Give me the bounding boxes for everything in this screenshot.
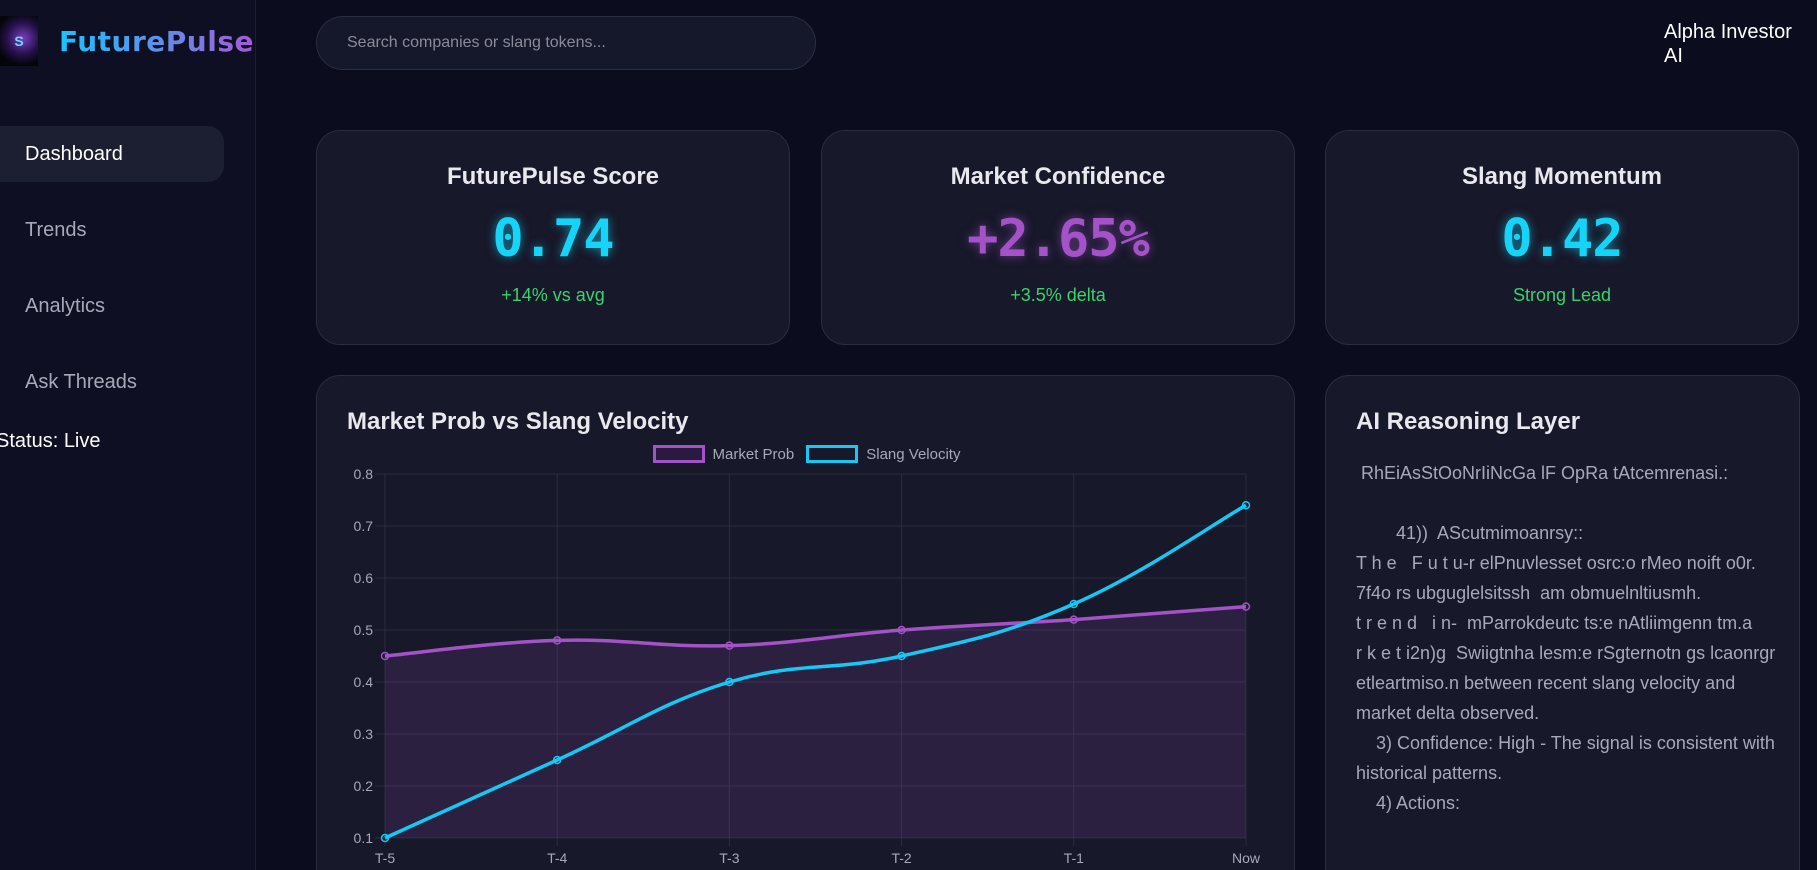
- stat-card-market-confidence: Market Confidence +2.65% +3.5% delta: [821, 130, 1295, 345]
- sidebar-item-ask-threads[interactable]: Ask Threads: [25, 370, 137, 393]
- stat-title: Slang Momentum: [1461, 163, 1662, 190]
- search-input[interactable]: [316, 16, 816, 70]
- series-line-slang-velocity: [384, 503, 1247, 840]
- data-point: [380, 833, 390, 843]
- sidebar-item-analytics[interactable]: Analytics: [25, 294, 106, 317]
- stat-subtext: +14% vs avg: [501, 285, 605, 305]
- data-point: [897, 651, 906, 661]
- stat-subtext: +3.5% delta: [1010, 285, 1106, 305]
- data-point: [1069, 615, 1079, 624]
- data-point: [897, 625, 906, 635]
- line-chart: 0.1 0.2 0.3 0.4 0.5 0.6 0.7 0.8 T-5 T-4 T-3 T-2 T-1 N…: [354, 466, 1261, 866]
- y-tick-label: 0.3: [354, 726, 374, 742]
- stat-value: 0.74: [492, 209, 614, 269]
- series-line-market-prob: [384, 604, 1247, 658]
- stat-value: 0.42: [1501, 209, 1623, 269]
- data-point: [552, 636, 562, 645]
- logo-icon: S: [0, 16, 38, 66]
- y-tick-label: 0.6: [354, 570, 374, 586]
- stat-title: Market Confidence: [950, 163, 1166, 190]
- data-point: [380, 651, 390, 661]
- y-tick-label: 0.2: [354, 778, 374, 794]
- logo-glyph: S: [14, 33, 24, 49]
- data-point: [1241, 602, 1251, 611]
- brand-name: FuturePulse: [59, 24, 254, 58]
- chart-card: Market Prob vs Slang Velocity Market Pro…: [316, 375, 1295, 870]
- x-tick-label: T-5: [375, 850, 395, 866]
- y-tick-label: 0.7: [354, 518, 374, 534]
- stat-card-futurepulse-score: FuturePulse Score 0.74 +14% vs avg: [316, 130, 790, 345]
- y-tick-label: 0.8: [354, 466, 374, 482]
- data-point: [1069, 599, 1079, 609]
- status-indicator: Status: Live: [0, 430, 101, 452]
- x-tick-label: T-2: [891, 850, 911, 866]
- x-tick-label: Now: [1232, 850, 1261, 866]
- data-point: [725, 677, 734, 687]
- brand[interactable]: S FuturePulse: [0, 16, 254, 66]
- stat-subtext: Strong Lead: [1512, 285, 1612, 305]
- chart-legend: Market Prob Slang Velocity: [317, 445, 1296, 463]
- sidebar-item-dashboard[interactable]: Dashboard: [0, 126, 224, 182]
- reasoning-text: RhEiAsStOoNrIiNcGa lF OpRa tAtcemrenasi.…: [1356, 463, 1776, 813]
- data-point: [1241, 500, 1251, 510]
- legend-swatch: [806, 445, 859, 463]
- stat-value: +2.65%: [967, 209, 1150, 269]
- sidebar: S FuturePulse Dashboard Trends Analytics…: [0, 0, 256, 870]
- series-area-0: [385, 606, 1246, 838]
- y-tick-label: 0.5: [354, 622, 374, 638]
- stat-title: FuturePulse Score: [446, 163, 660, 190]
- legend-label: Slang Velocity: [866, 445, 961, 463]
- x-tick-label: T-1: [1064, 850, 1084, 866]
- y-tick-label: 0.1: [354, 830, 374, 846]
- legend-item-market-prob[interactable]: Market Prob: [652, 445, 795, 463]
- reasoning-title: AI Reasoning Layer: [1356, 408, 1581, 435]
- legend-item-slang-velocity[interactable]: Slang Velocity: [806, 445, 960, 463]
- stat-card-slang-momentum: Slang Momentum 0.42 Strong Lead: [1325, 130, 1799, 345]
- legend-label: Market Prob: [712, 445, 795, 463]
- y-tick-label: 0.4: [354, 674, 374, 690]
- data-point: [725, 641, 734, 650]
- legend-swatch: [652, 445, 705, 463]
- x-tick-label: T-4: [547, 850, 567, 866]
- x-tick-label: T-3: [719, 850, 739, 866]
- sidebar-nav: Dashboard Trends Analytics Ask Threads: [0, 126, 224, 430]
- data-point: [552, 755, 562, 765]
- chart-title: Market Prob vs Slang Velocity: [347, 408, 689, 435]
- sidebar-item-trends[interactable]: Trends: [25, 218, 87, 241]
- ai-reasoning-card: AI Reasoning Layer RhEiAsStOoNrIiNcGa lF…: [1325, 375, 1800, 870]
- user-name[interactable]: Alpha Investor AI: [1664, 21, 1792, 67]
